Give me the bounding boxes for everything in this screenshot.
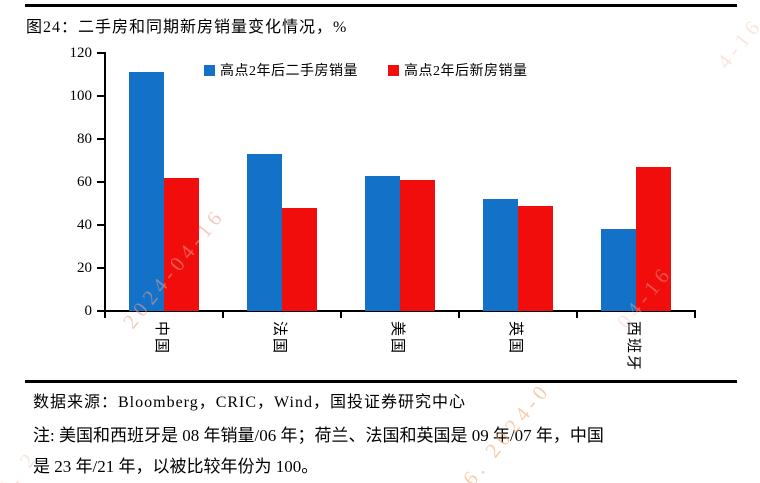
bar-secondhand-1 — [247, 154, 282, 311]
bar-secondhand-2 — [365, 175, 400, 311]
x-category-label: 中国 — [153, 321, 169, 356]
y-axis-tick-label: 120 — [69, 45, 93, 61]
y-axis-tick-label: 100 — [69, 88, 93, 104]
bar-secondhand-4 — [601, 229, 636, 311]
y-axis-tick-label: 40 — [77, 217, 92, 233]
chart-legend: 高点2年后二手房销量 高点2年后新房销量 — [204, 60, 528, 80]
x-axis-tick — [458, 312, 460, 318]
legend-swatch-icon — [388, 64, 399, 76]
y-axis-tick — [97, 310, 105, 312]
y-axis-tick — [97, 267, 105, 269]
x-category-label: 英国 — [507, 321, 523, 356]
figure-note-line1: 注: 美国和西班牙是 08 年销量/06 年；荷兰、法国和英国是 09 年/07… — [33, 426, 604, 445]
x-axis-tick — [104, 312, 106, 318]
y-axis-tick — [97, 181, 105, 183]
top-divider-line — [25, 4, 737, 7]
figure-note-line2: 是 23 年/21 年，以被比较年份为 100。 — [33, 457, 319, 476]
bar-secondhand-3 — [483, 199, 518, 311]
legend-label: 高点2年后新房销量 — [404, 64, 528, 79]
x-axis-line — [104, 310, 696, 312]
bar-newhome-3 — [518, 205, 553, 311]
y-axis-tick — [97, 52, 105, 54]
legend-item-1: 高点2年后新房销量 — [388, 60, 528, 80]
data-source-text: 数据来源：Bloomberg，CRIC，Wind，国投证券研究中心 — [33, 394, 466, 411]
x-axis-tick — [694, 312, 696, 318]
y-axis-tick-label: 80 — [77, 131, 92, 147]
bar-secondhand-0 — [129, 72, 164, 311]
figure-title: 图24：二手房和同期新房销量变化情况，% — [26, 19, 348, 36]
y-axis-tick — [97, 138, 105, 140]
middle-divider-line — [25, 380, 737, 383]
y-axis-tick — [97, 95, 105, 97]
y-axis-line — [104, 52, 106, 312]
bar-newhome-2 — [400, 179, 435, 311]
bar-newhome-1 — [282, 207, 317, 311]
x-category-label: 西班牙 — [625, 321, 641, 373]
x-category-label: 美国 — [389, 321, 405, 356]
bar-chart: 高点2年后二手房销量 高点2年后新房销量 0 20 40 60 80 100 120 中国 法国 美… — [69, 45, 696, 373]
bar-newhome-4 — [636, 166, 671, 311]
legend-swatch-icon — [204, 64, 215, 76]
x-axis-tick — [340, 312, 342, 318]
y-axis-tick-label: 0 — [84, 303, 93, 319]
x-axis-tick — [222, 312, 224, 318]
x-axis-tick — [576, 312, 578, 318]
legend-label: 高点2年后二手房销量 — [220, 64, 358, 79]
y-axis-tick-label: 60 — [77, 174, 92, 190]
legend-item-0: 高点2年后二手房销量 — [204, 60, 358, 80]
bar-newhome-0 — [164, 177, 199, 311]
x-category-label: 法国 — [271, 321, 287, 356]
y-axis-tick-label: 20 — [77, 260, 92, 276]
y-axis-tick — [97, 224, 105, 226]
